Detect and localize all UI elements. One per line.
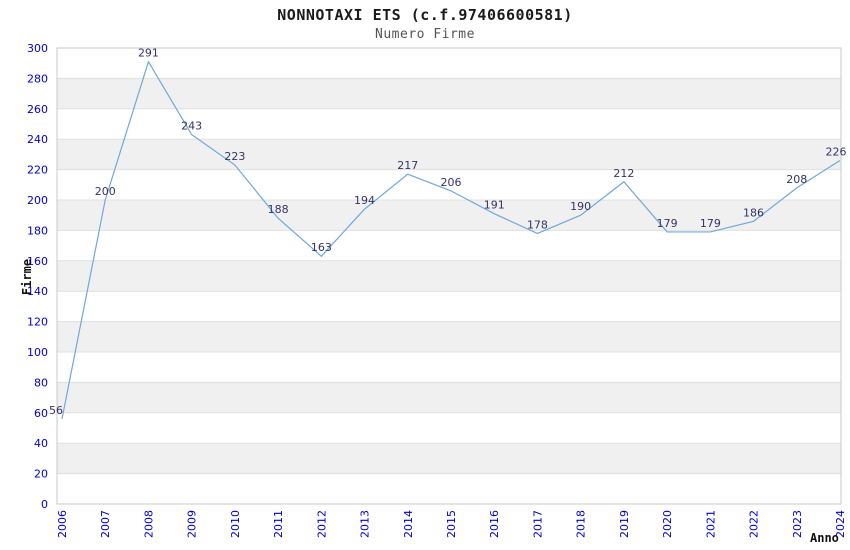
plot-band: [57, 200, 841, 231]
data-point-label: 178: [527, 218, 548, 231]
data-line: [61, 60, 841, 419]
data-point-label: 191: [484, 199, 505, 212]
x-tick-label: 2008: [142, 510, 155, 538]
x-tick-label: 2022: [748, 510, 761, 538]
y-tick-label: 300: [27, 42, 48, 55]
y-tick-label: 220: [27, 164, 48, 177]
data-point-label: 208: [786, 173, 807, 186]
x-tick-label: 2016: [488, 510, 501, 538]
data-point-label: 226: [826, 145, 847, 158]
data-point-label: 186: [743, 206, 764, 219]
data-point-label: 163: [311, 241, 332, 254]
y-tick-label: 180: [27, 224, 48, 237]
data-point-label: 179: [700, 217, 721, 230]
data-point-label: 188: [268, 203, 289, 216]
plot-band: [57, 443, 841, 474]
x-tick-label: 2023: [791, 510, 804, 538]
chart-title: NONNOTAXI ETS (c.f.97406600581): [277, 6, 573, 24]
y-tick-label: 160: [27, 255, 48, 268]
plot-band: [57, 139, 841, 170]
plot-band: [57, 382, 841, 413]
x-tick-label: 2013: [359, 510, 372, 538]
data-point-label: 200: [95, 185, 116, 198]
x-tick-label: 2014: [402, 510, 415, 538]
plot-band: [57, 260, 841, 292]
data-point-label: 206: [441, 176, 462, 189]
data-point-label: 223: [224, 150, 245, 163]
y-tick-label: 200: [27, 194, 48, 207]
x-tick-label: 2024: [834, 510, 847, 538]
y-tick-label: 260: [27, 103, 48, 116]
x-tick-label: 2021: [704, 510, 717, 538]
data-point-label: 212: [613, 167, 634, 180]
y-tick-label: 40: [34, 437, 48, 450]
x-tick-label: 2015: [445, 510, 458, 538]
x-tick-label: 2018: [575, 510, 588, 538]
y-tick-label: 120: [27, 316, 48, 329]
data-point-label: 56: [49, 404, 63, 417]
x-tick-label: 2011: [272, 510, 285, 538]
y-tick-label: 100: [27, 346, 48, 359]
y-tick-label: 240: [27, 133, 48, 146]
x-tick-label: 2012: [315, 510, 328, 538]
y-tick-label: 0: [41, 498, 48, 511]
y-tick-label: 60: [34, 407, 48, 420]
x-tick-label: 2019: [618, 510, 631, 538]
data-point-label: 190: [570, 200, 591, 213]
plot-border: [56, 47, 842, 505]
data-point-label: 243: [181, 120, 202, 133]
y-tick-label: 140: [27, 285, 48, 298]
x-tick-label: 2020: [661, 510, 674, 538]
x-tick-label: 2009: [186, 510, 199, 538]
data-point-label: 217: [397, 159, 418, 172]
x-tick-label: 2017: [531, 510, 544, 538]
x-tick-label: 2010: [229, 510, 242, 538]
x-tick-label: 2007: [99, 510, 112, 538]
data-point-label: 291: [138, 47, 159, 60]
y-tick-label: 280: [27, 72, 48, 85]
data-point-label: 179: [657, 217, 678, 230]
y-axis-label: Firme: [20, 258, 34, 296]
y-tick-label: 20: [34, 468, 48, 481]
y-tick-label: 80: [34, 376, 48, 389]
chart-subtitle: Numero Firme: [375, 27, 475, 42]
x-axis-label: Anno: [810, 531, 839, 545]
data-point-label: 194: [354, 194, 375, 207]
plot-band: [57, 78, 841, 109]
x-tick-label: 2006: [56, 510, 69, 538]
plot-band: [57, 321, 841, 352]
